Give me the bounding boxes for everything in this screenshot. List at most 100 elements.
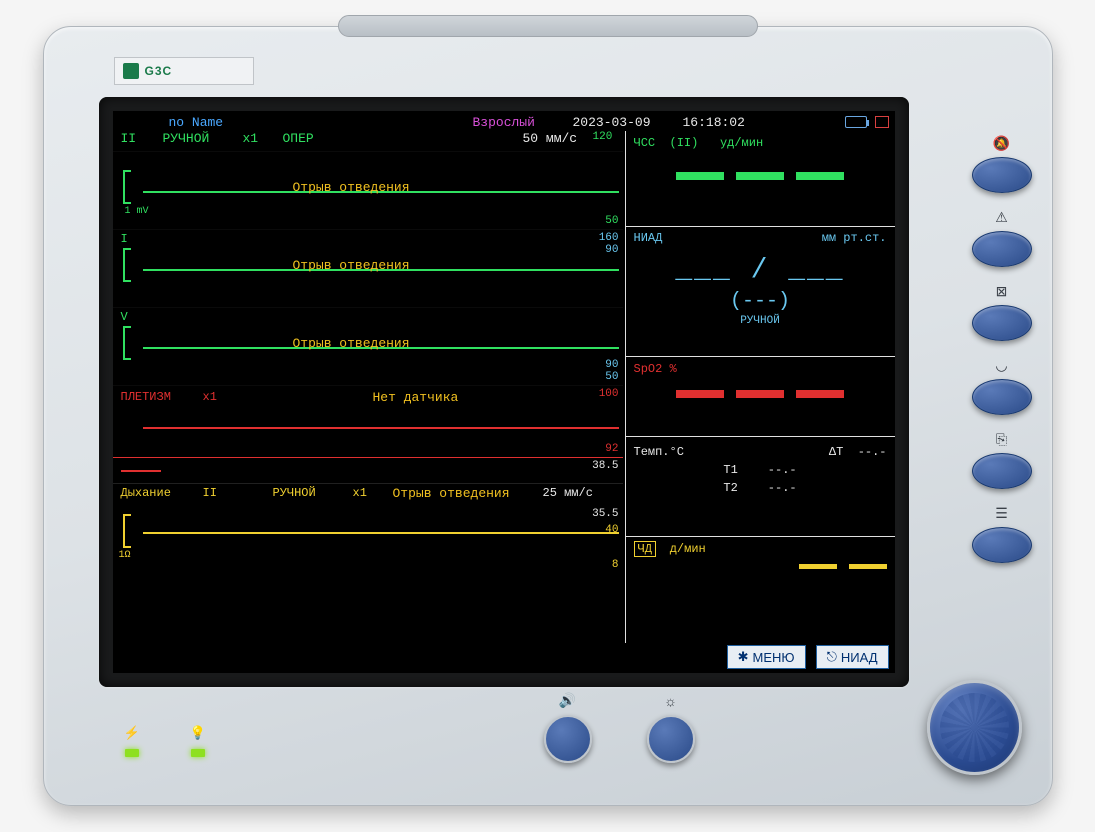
cal-marker-i [123, 248, 131, 282]
temp-t2-label: T2 [723, 481, 737, 495]
alarm-silence-button[interactable] [972, 157, 1032, 193]
resp-mode: РУЧНОЙ [273, 486, 316, 500]
device-handle [338, 15, 758, 37]
resp-unit: д/мин [670, 542, 706, 556]
pleth-label: ПЛЕТИЗМ [121, 390, 171, 404]
patient-type: Взрослый [473, 115, 535, 130]
ecg-v-lead: V [121, 310, 128, 324]
brand-plate: G3C [114, 57, 254, 85]
ecg-gain: x1 [243, 131, 259, 146]
resp-lo: 8 [612, 559, 619, 571]
nibp-hi: 160 [599, 232, 619, 244]
cal-marker-v [123, 326, 131, 360]
ecg-mode: РУЧНОЙ [163, 131, 210, 146]
menu-button[interactable]: ✱ МЕНЮ [727, 645, 806, 669]
pleth-marker [121, 470, 161, 472]
nibp-mean: (---) [634, 290, 887, 313]
spo2-value [634, 390, 887, 398]
v-lo: 50 [605, 371, 618, 383]
spo2-title: SpO2 % [634, 362, 677, 376]
spo2-hi: 100 [599, 388, 619, 400]
resp-gain: x1 [353, 486, 367, 500]
nibp-start-button[interactable] [972, 379, 1032, 415]
ecg-v-msg: Отрыв отведения [293, 336, 410, 351]
bottom-knobs: 🔊 ☼ [544, 692, 695, 763]
spo2-lo: 92 [605, 443, 618, 455]
menu-icon: ✱ [738, 649, 749, 665]
main-menu-icon: ☰ [995, 505, 1008, 522]
brand-logo-icon [123, 63, 139, 79]
spo2-block[interactable]: SpO2 % [626, 357, 895, 437]
v-hi: 90 [605, 359, 618, 371]
rotary-encoder-knob[interactable] [927, 680, 1022, 775]
resp-trace [143, 532, 619, 534]
volume-icon: 🔊 [559, 692, 576, 709]
ac-power-led [125, 749, 139, 757]
brightness-knob[interactable] [647, 715, 695, 763]
nibp-title: НИАД [634, 231, 663, 245]
record-button[interactable] [972, 453, 1032, 489]
hr-title: ЧСС (II) уд/мин [634, 136, 764, 150]
resp-value [634, 564, 887, 569]
temp-t2-value: --.- [768, 481, 797, 495]
ecg-oper: ОПЕР [283, 131, 314, 146]
nibp-start-icon: ◡ [995, 357, 1007, 374]
resp-sub: II [203, 486, 217, 500]
resp-cal [123, 514, 131, 548]
waveform-pleth: ПЛЕТИЗМ x1 100 Нет датчика 92 [113, 385, 623, 457]
hr-limit-hi: 120 [593, 131, 613, 143]
resp-block[interactable]: ЧД д/мин [626, 537, 895, 597]
side-button-column: 🔕 ⚠ ⊠ ◡ ⎘ ☰ [972, 157, 1032, 563]
alarm-silence-icon: 🔕 [993, 135, 1010, 152]
volume-knob[interactable] [544, 715, 592, 763]
battery-icon [845, 116, 867, 128]
resp-msg: Отрыв отведения [393, 486, 510, 501]
nibp-unit: мм рт.ст. [822, 231, 887, 245]
main-menu-button[interactable] [972, 527, 1032, 563]
temp-hi: 38.5 [592, 460, 618, 472]
temp-title: Темп.°C [634, 445, 684, 459]
resp-scale: 1Ω [119, 550, 131, 561]
temp-t1-label: T1 [723, 463, 737, 477]
temp-t1-value: --.- [768, 463, 797, 477]
pleth-gain: x1 [203, 390, 217, 404]
alarm-reset-button[interactable] [972, 231, 1032, 267]
header-time: 16:18:02 [683, 115, 745, 130]
brand-model: G3C [145, 64, 173, 78]
ecg-i-lead: I [121, 232, 128, 246]
temp-lo: 35.5 [592, 508, 618, 520]
alarm-reset-icon: ⚠ [995, 209, 1008, 226]
power-plug-icon: ⚡ [124, 725, 140, 741]
pleth-trace [143, 427, 619, 429]
status-led-panel: ⚡ 💡 [124, 725, 206, 757]
temp-block[interactable]: Темп.°C ΔT --.- T1 --.- T2 --.- [626, 437, 895, 537]
record-icon: ⎘ [996, 431, 1007, 448]
freeze-button[interactable] [972, 305, 1032, 341]
screen-header: no Name Взрослый 2023-03-09 16:18:02 [113, 113, 895, 131]
hr-block[interactable]: ЧСС (II) уд/мин [626, 131, 895, 227]
resp-label: Дыхание [121, 486, 171, 500]
waveform-area: 1 mV Отрыв отведения 50 I Отрыв отведени… [113, 151, 623, 643]
header-date: 2023-03-09 [573, 115, 651, 130]
ecg-ii-lo: 50 [605, 215, 618, 227]
ecg-ii-msg: Отрыв отведения [293, 180, 410, 195]
battery-led [191, 749, 205, 757]
cal-label: 1 mV [125, 206, 149, 217]
nibp-block[interactable]: НИАД мм рт.ст. ___ / ___ (---) РУЧНОЙ [626, 227, 895, 357]
waveform-ecg-v: V Отрыв отведения 90 50 [113, 307, 623, 385]
nibp-value: ___ / ___ [634, 255, 887, 286]
nibp-icon: ⎋ [827, 649, 837, 665]
resp-title: ЧД [634, 541, 656, 557]
nibp-button[interactable]: ⎋ НИАД [816, 645, 889, 669]
resp-speed: 25 мм/с [543, 486, 593, 500]
network-icon [875, 116, 889, 128]
hr-value [634, 172, 887, 180]
waveform-divider: 38.5 [113, 457, 623, 483]
patient-monitor-device: G3C no Name Взрослый 2023-03-09 16:18:02… [43, 26, 1053, 806]
screen-bezel: no Name Взрослый 2023-03-09 16:18:02 II … [99, 97, 909, 687]
numeric-panel: ЧСС (II) уд/мин НИАД мм рт.ст. [625, 131, 895, 643]
nibp-lo: 90 [605, 244, 618, 256]
waveform-ecg-ii: 1 mV Отрыв отведения 50 [113, 151, 623, 229]
waveform-ecg-i: I Отрыв отведения 160 90 [113, 229, 623, 307]
waveform-resp: Дыхание II РУЧНОЙ x1 Отрыв отведения 25 … [113, 483, 623, 573]
